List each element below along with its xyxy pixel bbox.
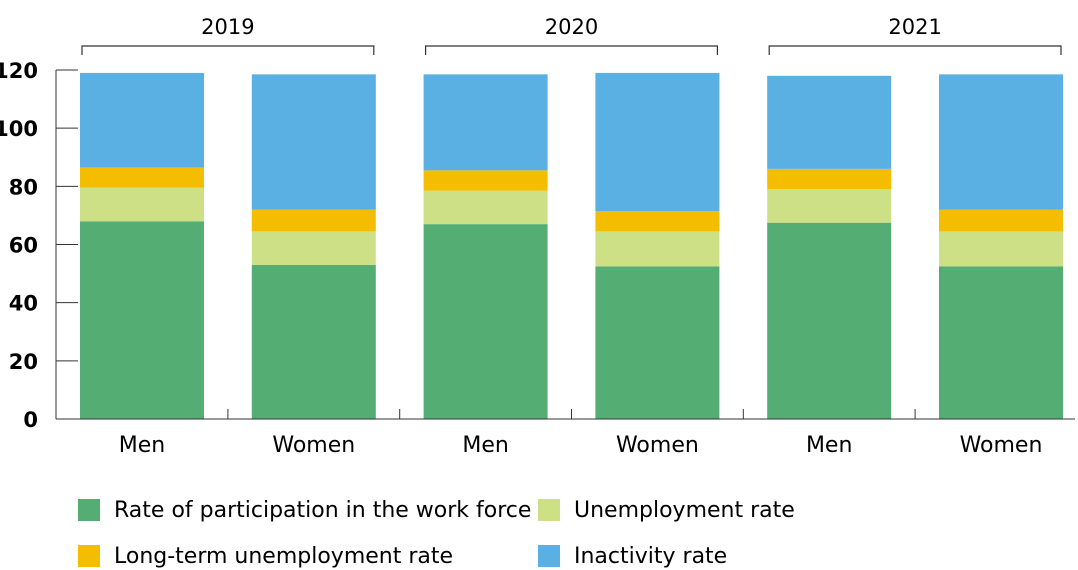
y-tick-label-120: 120 [0, 59, 38, 83]
group-label-2019: 2019 [201, 15, 254, 39]
legend-swatch-inactivity [538, 545, 560, 567]
group-bracket-2020 [425, 45, 718, 55]
legend-label-long-term-unemployment: Long-term unemployment rate [114, 543, 454, 569]
bar-unemployment-rate-3 [423, 190, 548, 225]
bar-unemployment-rate-2 [251, 231, 376, 265]
y-tick-label-20: 20 [9, 350, 38, 374]
y-tick-label-60: 60 [9, 234, 38, 258]
legend-item-unemployment: Unemployment rate [538, 496, 938, 524]
bar-long-term-unemployment-rate-1 [80, 167, 204, 188]
y-tick-label-100: 100 [0, 117, 38, 141]
y-tick-label-80: 80 [9, 175, 38, 199]
legend-swatch-unemployment [538, 499, 560, 521]
x-tick-label-1: Men [119, 433, 165, 458]
legend-item-long-term-unemployment: Long-term unemployment rate [78, 542, 538, 570]
bar-rate-of-participation-in-the-work-force-3 [423, 224, 548, 419]
bar-inactivity-rate-6 [939, 74, 1063, 210]
bar-long-term-unemployment-rate-2 [251, 209, 376, 232]
bar-rate-of-participation-in-the-work-force-5 [767, 222, 892, 419]
bar-inactivity-rate-4 [595, 72, 720, 212]
legend-swatch-participation [78, 499, 100, 521]
x-tick-label-6: Women [960, 433, 1043, 458]
bar-rate-of-participation-in-the-work-force-6 [939, 266, 1063, 419]
bar-long-term-unemployment-rate-5 [767, 168, 892, 190]
legend-swatch-long-term-unemployment [78, 545, 100, 567]
legend-item-participation: Rate of participation in the work force [78, 496, 538, 524]
bar-unemployment-rate-4 [595, 231, 720, 267]
bar-long-term-unemployment-rate-3 [423, 170, 548, 191]
legend: Rate of participation in the work force … [78, 496, 978, 570]
bar-long-term-unemployment-rate-4 [595, 211, 720, 232]
legend-label-inactivity: Inactivity rate [574, 543, 728, 569]
bar-inactivity-rate-2 [251, 74, 376, 210]
bar-inactivity-rate-1 [80, 72, 204, 168]
x-tick-label-4: Women [616, 433, 699, 458]
chart-plot: Men Women Men Women Men Women 0 20 40 60 80 100 120 2… [0, 15, 1075, 458]
x-tick-label-3: Men [462, 433, 508, 458]
x-tick-label-2: Women [272, 433, 355, 458]
x-tick-label-5: Men [806, 433, 852, 458]
bar-inactivity-rate-3 [423, 74, 548, 171]
group-label-2020: 2020 [545, 15, 598, 39]
y-tick-label-0: 0 [23, 408, 38, 432]
group-bracket-2021 [768, 45, 1062, 55]
bar-rate-of-participation-in-the-work-force-2 [251, 264, 376, 419]
legend-label-participation: Rate of participation in the work force [114, 497, 532, 523]
group-bracket-2019 [81, 45, 375, 55]
legend-item-inactivity: Inactivity rate [538, 542, 938, 570]
legend-label-unemployment: Unemployment rate [574, 497, 795, 523]
group-label-2021: 2021 [888, 15, 941, 39]
bar-rate-of-participation-in-the-work-force-1 [80, 221, 204, 419]
bar-unemployment-rate-5 [767, 189, 892, 223]
bar-inactivity-rate-5 [767, 75, 892, 169]
bar-unemployment-rate-6 [939, 231, 1063, 267]
y-tick-label-40: 40 [9, 292, 38, 316]
bar-unemployment-rate-1 [80, 187, 204, 222]
bar-long-term-unemployment-rate-6 [939, 209, 1063, 232]
bar-rate-of-participation-in-the-work-force-4 [595, 266, 720, 419]
